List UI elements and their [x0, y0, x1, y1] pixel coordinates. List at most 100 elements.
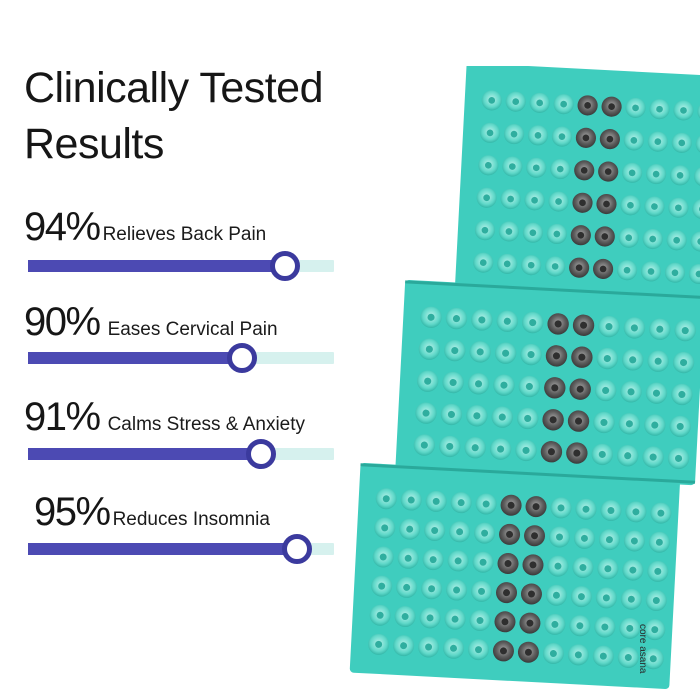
spike-center: [375, 640, 383, 648]
spike-center: [630, 537, 638, 545]
spike-center: [531, 196, 538, 204]
stat-label: Calms Stress & Anxiety: [107, 414, 306, 435]
spike-center: [456, 528, 464, 536]
spike-center: [524, 414, 532, 423]
spike-center: [478, 587, 486, 595]
spike-center: [382, 495, 390, 503]
spike-center: [630, 137, 638, 144]
progress-knob: [246, 439, 276, 469]
spike-center: [531, 532, 539, 540]
spike-center: [552, 352, 561, 360]
spike-center: [432, 497, 440, 505]
spike: [690, 231, 700, 252]
spike-center: [675, 204, 682, 212]
spike-center: [450, 644, 458, 652]
progress-track: [28, 439, 334, 469]
spike-center: [628, 169, 636, 177]
spike-center: [627, 201, 634, 209]
spike-center: [580, 534, 588, 542]
spike-center: [625, 234, 633, 242]
spike-center: [580, 321, 588, 329]
spike-center: [576, 385, 584, 393]
spike-center: [580, 166, 588, 174]
spike-center: [403, 583, 411, 591]
spike-center: [526, 619, 534, 627]
spike-center: [488, 97, 496, 104]
spike-center: [549, 650, 557, 658]
spike-center: [574, 417, 583, 425]
spike-center: [673, 236, 681, 244]
spike-center: [502, 349, 510, 357]
spike-center: [654, 138, 662, 145]
spike-center: [624, 653, 632, 661]
spike-center: [601, 623, 609, 631]
spike-center: [427, 313, 435, 321]
spike-center: [401, 613, 409, 621]
spike-center: [606, 135, 614, 143]
spike-center: [425, 345, 433, 353]
spike-center: [503, 589, 511, 597]
spike-center: [680, 107, 687, 114]
spike-center: [508, 163, 516, 170]
spike-center: [473, 412, 481, 420]
spike-center: [447, 410, 456, 419]
spike-center: [532, 164, 540, 172]
spike-center: [605, 323, 613, 331]
spike-center: [577, 593, 585, 601]
spike-center: [602, 386, 610, 395]
spike-center: [556, 165, 564, 173]
stat-label: Reduces Insomnia: [112, 509, 270, 530]
spike-center: [407, 496, 415, 504]
spike-center: [498, 413, 506, 421]
progress-knob: [227, 343, 257, 373]
spike-center: [649, 453, 657, 461]
spike-center: [376, 611, 384, 619]
spike-center: [599, 265, 607, 273]
stat-value: 94%: [24, 205, 101, 249]
spike-center: [555, 198, 562, 205]
spike-center: [680, 358, 688, 367]
spike-center: [503, 260, 511, 268]
spike-center: [695, 270, 700, 278]
stat-label: Eases Cervical Pain: [107, 319, 278, 340]
spike-center: [599, 652, 607, 660]
spike-center: [632, 508, 640, 516]
spike-center: [501, 618, 509, 626]
spike-center: [651, 203, 658, 210]
spike-center: [651, 421, 659, 429]
spike-center: [579, 563, 587, 571]
progress-fill: [28, 448, 261, 460]
spike-center: [486, 129, 494, 137]
spike-center: [582, 134, 590, 142]
spike-center: [457, 499, 465, 507]
spike-center: [627, 388, 635, 396]
spike-center: [505, 228, 513, 235]
spike-center: [479, 259, 487, 267]
spike-center: [446, 442, 454, 450]
spike-center: [476, 616, 484, 624]
spike-center: [481, 226, 489, 234]
spike-center: [656, 325, 664, 333]
spike-center: [697, 238, 700, 245]
spike-center: [483, 194, 491, 202]
spike-center: [378, 582, 386, 590]
spike-center: [554, 320, 562, 328]
spike-center: [577, 231, 585, 239]
spike-center: [603, 200, 610, 208]
spike-center: [400, 642, 408, 650]
progress-knob: [270, 251, 300, 281]
spike-center: [547, 448, 556, 456]
spike-center: [560, 100, 568, 108]
stat-value: 91%: [24, 395, 101, 439]
spike-center: [510, 130, 518, 138]
progress-knob: [282, 534, 312, 564]
progress-track: [28, 251, 334, 281]
spike-center: [557, 504, 565, 512]
spike-center: [607, 507, 615, 515]
stat-value: 90%: [24, 300, 101, 344]
progress-track: [28, 343, 334, 373]
spike-center: [625, 420, 633, 428]
spike-center: [579, 199, 586, 207]
spike-center: [681, 327, 689, 335]
brand-label: core asana: [637, 624, 648, 674]
